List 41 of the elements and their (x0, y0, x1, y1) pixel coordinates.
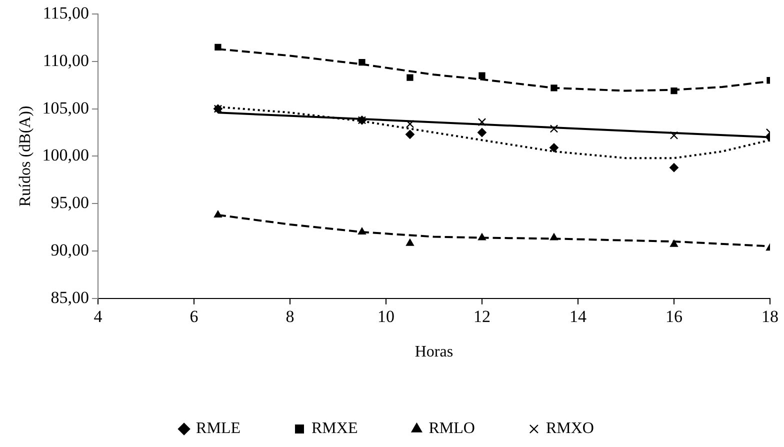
point (477, 128, 486, 137)
x-tick-label: 14 (569, 307, 587, 326)
y-tick-label: 105,00 (42, 98, 89, 118)
y-tick-label: 95,00 (50, 193, 89, 212)
x-tick-label: 10 (377, 307, 394, 326)
legend-label: RMXE (311, 420, 358, 438)
x-tick-label: 18 (762, 307, 778, 326)
point (214, 210, 222, 218)
y-tick-label: 100,00 (42, 146, 89, 165)
point (670, 87, 678, 94)
x-tick-label: 8 (286, 307, 294, 326)
y-tick-label: 90,00 (50, 240, 89, 260)
point (549, 143, 558, 152)
y-tick-label: 115,00 (42, 3, 89, 22)
point (670, 240, 678, 247)
x-axis-title: Horas (414, 344, 454, 361)
point (406, 74, 414, 81)
y-tick-label: 85,00 (50, 288, 89, 307)
point (478, 72, 486, 79)
point (550, 124, 558, 133)
x-tick-label: 12 (473, 307, 490, 326)
legend-label: RMLE (196, 420, 240, 438)
y-axis-title: Ruídos (dB(A)) (16, 106, 34, 207)
point (405, 130, 414, 139)
point (358, 228, 366, 235)
x-tick-label: 16 (665, 307, 682, 326)
point (406, 120, 414, 128)
point (406, 238, 414, 246)
y-tick-label: 110,00 (42, 50, 89, 70)
point (670, 131, 678, 140)
point (478, 233, 486, 240)
point (669, 163, 678, 172)
point (550, 233, 558, 240)
point (214, 44, 222, 51)
x-tick-label: 4 (94, 307, 103, 326)
point (550, 84, 558, 92)
point (478, 118, 486, 126)
legend-label: RMXO (546, 420, 594, 438)
legend-label: RMLO (428, 420, 475, 438)
point (358, 59, 366, 66)
x-tick-label: 6 (190, 307, 198, 326)
